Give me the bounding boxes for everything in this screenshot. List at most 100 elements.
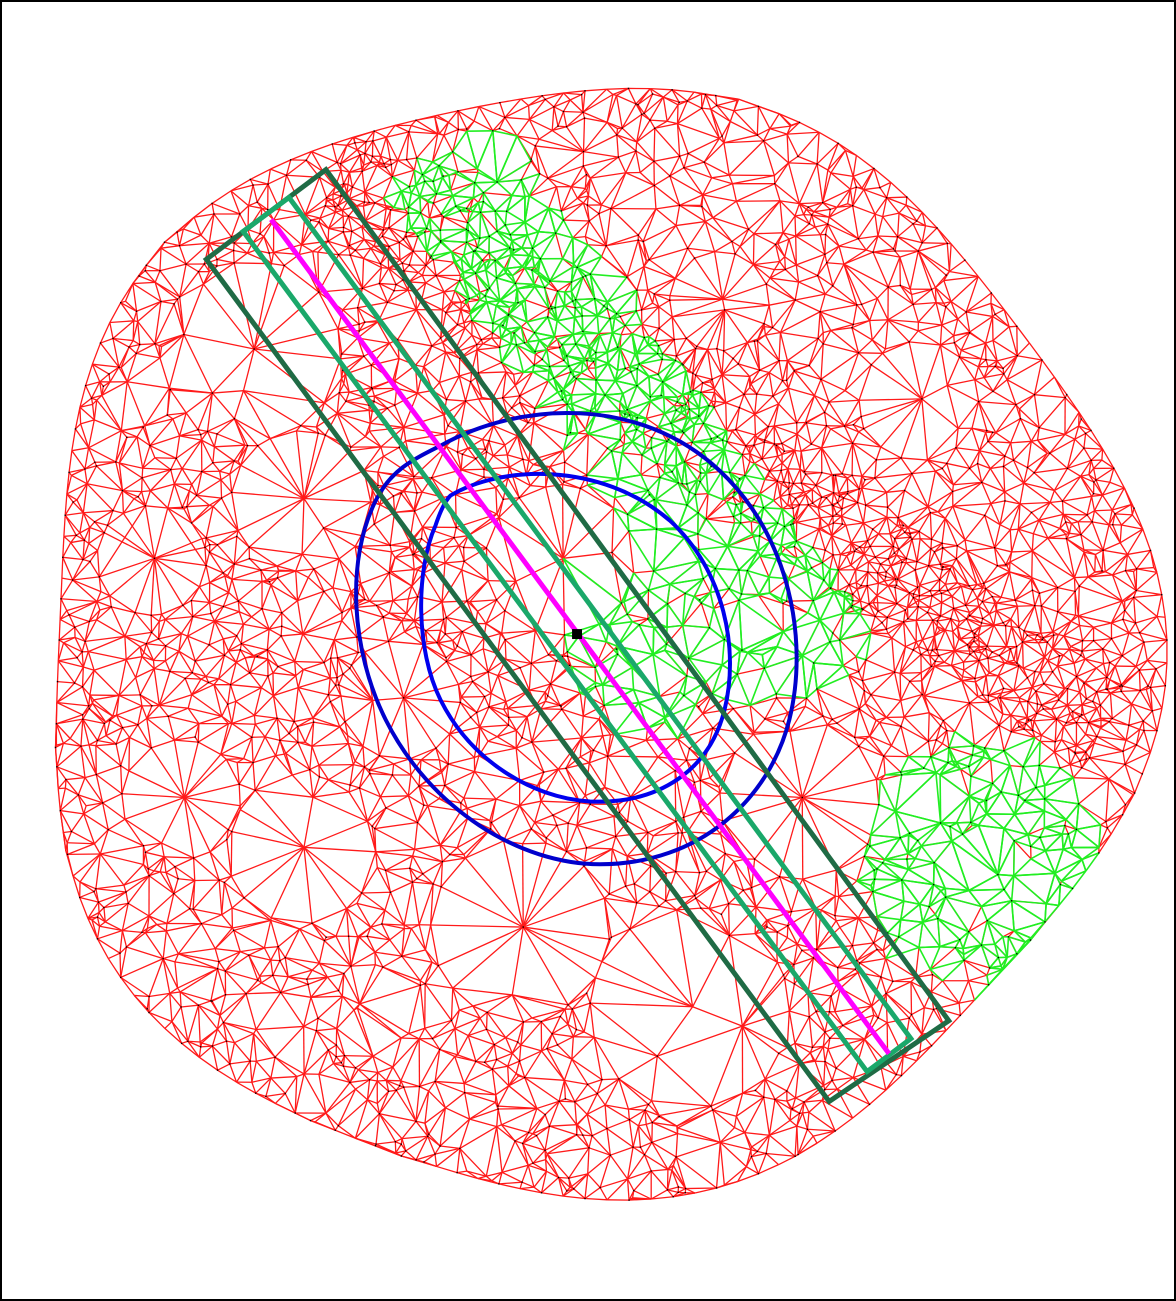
mesh-edge — [461, 459, 476, 470]
mesh-edge — [182, 469, 202, 472]
mesh-edge — [827, 263, 844, 264]
mesh-edge — [818, 254, 825, 275]
mesh-edge — [75, 621, 90, 627]
mesh-edge — [89, 448, 116, 462]
mesh-edge — [909, 1018, 922, 1034]
mesh-edge — [128, 903, 149, 916]
mesh-edge — [88, 652, 94, 671]
mesh-edge — [444, 292, 451, 302]
mesh-edge — [234, 536, 236, 564]
mesh-edge — [797, 1126, 808, 1129]
mesh-edge — [789, 236, 796, 239]
mesh-edge — [165, 617, 193, 620]
mesh-edge — [809, 338, 818, 365]
mesh-edge — [777, 962, 783, 975]
mesh-edge — [201, 677, 206, 680]
mesh-edge — [462, 561, 464, 570]
mesh-edge — [232, 701, 236, 723]
mesh-edge — [280, 740, 298, 742]
mesh-edge — [606, 246, 627, 277]
mesh-edge — [178, 954, 217, 969]
mesh-edge — [764, 1097, 775, 1099]
mesh-edge — [1078, 586, 1079, 616]
mesh-edge — [611, 173, 626, 209]
mesh-edge — [445, 563, 462, 570]
mesh-edge — [256, 1030, 275, 1058]
mesh-edge — [521, 1022, 541, 1045]
mesh-edge — [1120, 525, 1121, 543]
mesh-edge — [273, 667, 278, 673]
mesh-edge — [813, 1060, 815, 1061]
mesh-edge — [395, 557, 414, 569]
mesh-edge — [383, 967, 420, 985]
mesh-edge — [702, 108, 711, 109]
mesh-edge — [942, 325, 954, 336]
mesh-edge — [386, 796, 408, 808]
mesh-edge — [215, 930, 234, 948]
mesh-edge — [1000, 504, 1020, 525]
mesh-edge — [389, 573, 412, 586]
mesh-edge — [231, 685, 262, 688]
mesh-edge — [795, 1098, 804, 1102]
mesh-edge — [402, 621, 405, 632]
mesh-edge — [1058, 591, 1075, 611]
mesh-edge — [1071, 621, 1080, 625]
mesh-edge — [806, 423, 826, 426]
mesh-edge — [316, 1031, 328, 1050]
mesh-edge — [461, 798, 464, 803]
mesh-edge — [745, 1133, 752, 1147]
mesh-edge — [529, 107, 554, 120]
mesh-edge — [672, 1170, 686, 1188]
mesh-edge — [965, 515, 985, 539]
mesh-edge — [563, 450, 564, 462]
mesh-edge — [900, 673, 910, 681]
mesh-edge — [899, 205, 906, 213]
mesh-edge — [1073, 778, 1108, 779]
mesh-edge — [883, 217, 898, 237]
mesh-edge — [191, 601, 209, 603]
mesh-edge — [825, 294, 857, 305]
mesh-edge — [324, 591, 342, 612]
mesh-edge — [1134, 597, 1136, 623]
mesh-edge — [159, 705, 168, 716]
mesh-edge — [676, 1134, 677, 1157]
mesh-edge — [666, 872, 676, 873]
mesh-edge — [110, 367, 119, 382]
mesh-edge — [339, 991, 343, 997]
mesh-edge — [636, 151, 640, 173]
mesh-edge — [534, 423, 564, 450]
mesh-edge — [385, 892, 390, 910]
mesh-edge — [1103, 543, 1120, 550]
mesh-edge — [327, 974, 343, 977]
mesh-edge — [157, 924, 167, 930]
mesh-edge — [958, 312, 966, 319]
mesh-edge — [178, 954, 218, 962]
mesh-edge — [241, 629, 269, 644]
mesh-edge — [419, 1087, 428, 1091]
mesh-edge — [787, 134, 798, 156]
mesh-edge — [1139, 670, 1148, 686]
mesh-edge — [985, 725, 999, 748]
mesh-edge — [866, 660, 895, 672]
mesh-edge — [1095, 550, 1103, 554]
mesh-edge — [592, 1129, 607, 1136]
mesh-edge — [478, 611, 486, 623]
mesh-edge — [63, 738, 70, 743]
mesh-edge — [451, 1020, 454, 1028]
mesh-edge — [754, 719, 765, 732]
mesh-edge — [559, 1178, 569, 1179]
mesh-edge — [700, 778, 709, 781]
mesh-edge — [193, 909, 222, 915]
mesh-edge — [577, 825, 587, 848]
mesh-edge — [303, 634, 334, 640]
mesh-edge — [967, 548, 995, 551]
mesh-edge — [654, 161, 670, 176]
mesh-edge — [649, 226, 676, 260]
mesh-edge — [381, 447, 384, 456]
mesh-edge — [445, 634, 452, 640]
mesh-edge — [993, 380, 1007, 392]
mesh-edge — [610, 1155, 627, 1179]
mesh-edge — [83, 652, 88, 667]
mesh-edge — [953, 468, 969, 484]
mesh-edge — [493, 455, 507, 456]
